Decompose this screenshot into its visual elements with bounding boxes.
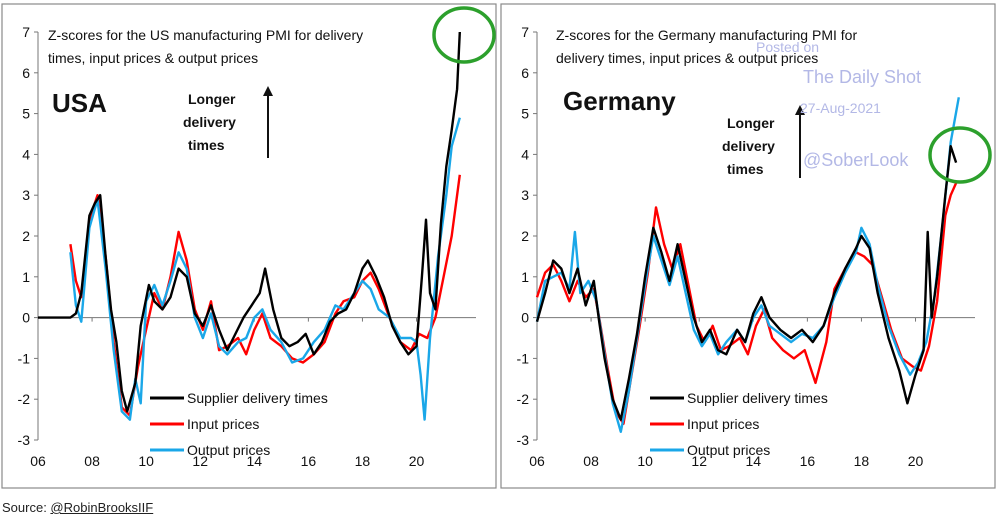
y-tick-label: -1 [18,350,31,366]
annotation-line-3: times [727,161,764,177]
watermark-line-2: The Daily Shot [803,67,921,87]
source-note: Source: @RobinBrooksIIF [2,500,153,515]
y-tick-label: 5 [22,106,30,122]
legend-label: Supplier delivery times [687,390,828,406]
x-tick-label: 12 [192,453,208,469]
source-prefix: Source: [2,500,51,515]
annotation-arrow [795,105,805,178]
x-tick-label: 10 [138,453,154,469]
annotation-line-2: delivery [183,114,236,130]
chart-frame [500,3,996,489]
chart-germany: Z-scores for the Germany manufacturing P… [500,3,996,489]
x-tick-label: 06 [30,453,46,469]
annotation-line-3: times [188,137,225,153]
x-tick-label: 16 [800,453,816,469]
x-tick-label: 18 [854,453,870,469]
x-tick-label: 20 [908,453,924,469]
y-tick-label: -3 [18,432,31,448]
chart-title-line-2: delivery times, input prices & output pr… [556,50,818,66]
y-tick-label: 3 [521,187,529,203]
x-tick-label: 14 [746,453,762,469]
y-tick-label: -1 [517,350,530,366]
y-tick-label: 7 [521,24,529,40]
y-tick-label: 4 [521,146,529,162]
watermark-line-1: Posted on [756,39,819,55]
y-tick-label: 6 [521,65,529,81]
y-tick-label: 7 [22,24,30,40]
x-tick-label: 14 [247,453,263,469]
x-tick-label: 08 [84,453,100,469]
annotation-line-2: delivery [722,138,775,154]
y-tick-label: 1 [521,269,529,285]
x-tick-label: 10 [637,453,653,469]
y-tick-label: 2 [22,228,30,244]
series-line-output-prices [69,117,461,421]
x-tick-label: 16 [301,453,317,469]
y-tick-label: 2 [521,228,529,244]
y-tick-label: 4 [22,146,30,162]
chart-title-line-1: Z-scores for the US manufacturing PMI fo… [48,27,363,43]
y-tick-label: -2 [18,391,31,407]
y-tick-label: 3 [22,187,30,203]
watermark: Posted on The Daily Shot 27-Aug-2021 @So… [756,39,921,170]
chart-usa: Z-scores for the US manufacturing PMI fo… [1,3,497,489]
watermark-line-3: 27-Aug-2021 [800,100,881,116]
annotation-line-1: Longer [188,91,236,107]
legend-label: Input prices [687,416,759,432]
series-line-supplier-delivery-times [535,145,958,421]
chart-title-line-1: Z-scores for the Germany manufacturing P… [556,27,857,43]
country-label: Germany [563,86,676,116]
y-tick-label: -2 [517,391,530,407]
annotation-arrow [263,86,273,158]
y-tick-label: -3 [517,432,530,448]
x-tick-label: 06 [529,453,545,469]
annotation-line-1: Longer [727,115,775,131]
y-tick-label: 0 [22,310,30,326]
source-handle-link[interactable]: @RobinBrooksIIF [50,500,154,515]
country-label: USA [52,88,107,118]
y-tick-label: 5 [521,106,529,122]
x-tick-label: 20 [409,453,425,469]
chart-frame [1,3,497,489]
chart-title-line-2: times, input prices & output prices [48,50,258,66]
legend-label: Supplier delivery times [187,390,328,406]
legend-label: Output prices [687,442,770,458]
highlight-circle [432,6,496,64]
watermark-line-4: @SoberLook [803,150,909,170]
x-tick-label: 18 [355,453,371,469]
highlight-circle [928,126,992,184]
series-line-supplier-delivery-times [38,31,461,413]
legend-label: Output prices [187,442,270,458]
y-tick-label: 1 [22,269,30,285]
x-tick-label: 08 [583,453,599,469]
y-tick-label: 6 [22,65,30,81]
legend-label: Input prices [187,416,259,432]
x-tick-label: 12 [691,453,707,469]
y-tick-label: 0 [521,310,529,326]
